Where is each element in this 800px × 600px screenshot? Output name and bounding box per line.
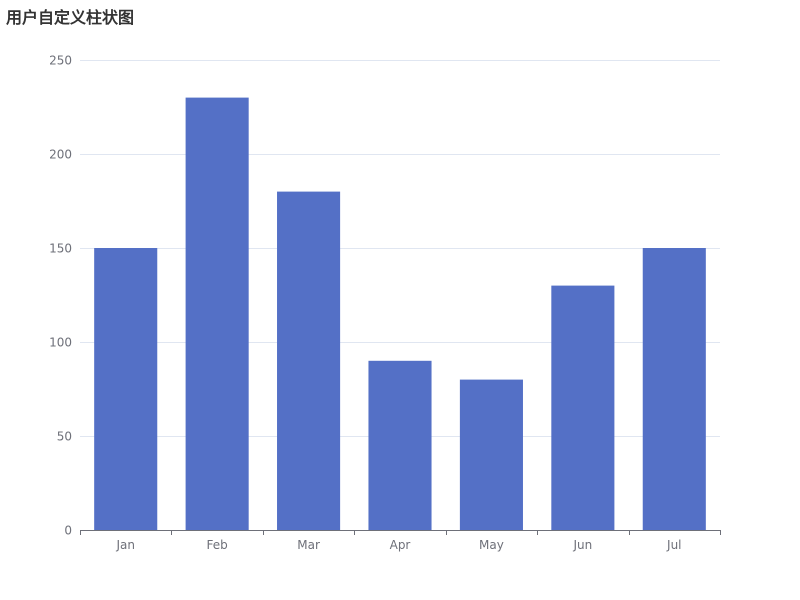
y-tick-label: 0 (64, 524, 72, 538)
bar-feb[interactable] (185, 97, 249, 530)
tick-labels: 0 50 100 150 200 250 Jan Feb Mar Apr May Jun Jul (49, 54, 681, 553)
bar-jun[interactable] (551, 285, 615, 530)
y-tick-label: 100 (49, 336, 72, 350)
bar-mar[interactable] (277, 191, 341, 530)
x-tick-label: Jan (115, 538, 135, 552)
x-tick-label: Mar (297, 538, 320, 552)
y-tick-label: 150 (49, 242, 72, 256)
bar-apr[interactable] (368, 360, 432, 530)
x-tick-label: Feb (207, 538, 228, 552)
bar-jul[interactable] (642, 248, 706, 530)
x-tick-label: Apr (390, 538, 411, 552)
bar-may[interactable] (459, 379, 523, 530)
bar-jan[interactable] (94, 248, 158, 530)
y-tick-label: 200 (49, 148, 72, 162)
axes (80, 530, 721, 535)
x-tick-label: Jul (666, 538, 681, 552)
y-tick-label: 50 (57, 430, 72, 444)
x-tick-label: Jun (572, 538, 592, 552)
y-tick-label: 250 (49, 54, 72, 68)
bars (94, 97, 706, 530)
chart-title: 用户自定义柱状图 (6, 8, 135, 27)
x-tick-label: May (479, 538, 504, 552)
